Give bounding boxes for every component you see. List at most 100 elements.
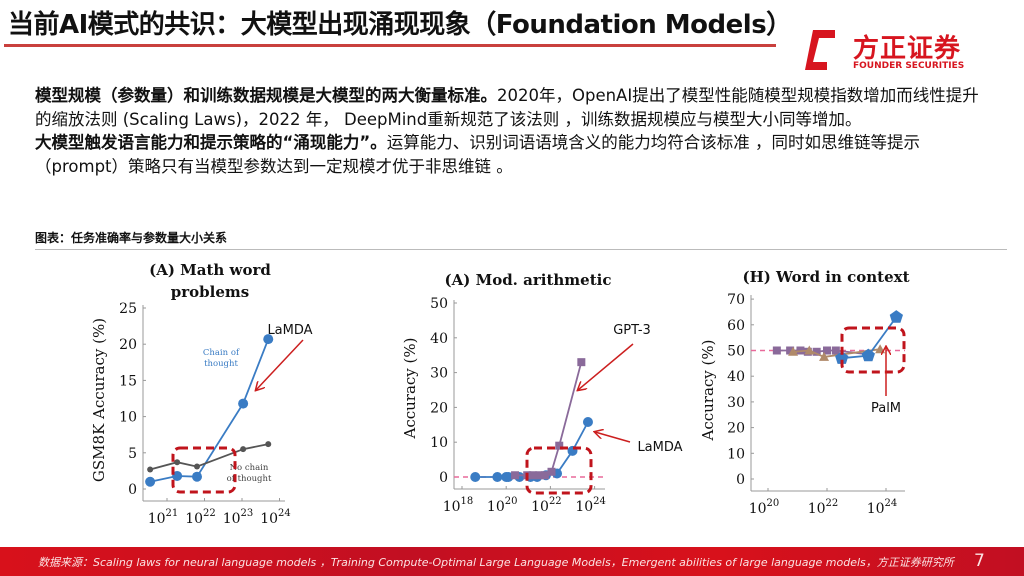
data-point-triangle (804, 345, 815, 355)
x-tick-base: 10 (260, 511, 278, 527)
annotation-label: LaMDA (267, 323, 312, 338)
data-point-pentagon (889, 310, 903, 323)
founder-securities-logo: 方正证券 FOUNDER SECURITIES (805, 28, 980, 74)
data-point-square (812, 347, 821, 356)
data-point-circle (503, 472, 514, 482)
data-point-square (772, 346, 781, 355)
y-tick-label: 30 (727, 395, 745, 411)
data-point-pentagon (861, 348, 875, 362)
data-point-square (823, 346, 831, 355)
x-tick-label: 1022 (531, 496, 562, 515)
x-tick-base: 10 (749, 501, 767, 517)
data-point-circle (492, 472, 503, 482)
x-tick-label: 1024 (260, 508, 291, 527)
y-tick-label: 0 (736, 472, 745, 488)
series-unnamed-2 (788, 344, 886, 361)
paragraph-scaling-lead: 模型规模（参数量）和训练数据规模是大模型的两大衡量标准。 (35, 86, 497, 105)
data-point-circle (192, 471, 202, 482)
data-point-square (535, 471, 544, 480)
x-tick-label: 1022 (185, 508, 216, 527)
x-tick-base: 10 (148, 511, 166, 527)
y-tick-label: 10 (727, 446, 745, 462)
y-tick-label: 20 (119, 337, 137, 353)
x-tick-base: 10 (487, 499, 505, 515)
data-point-circle (145, 476, 156, 487)
x-tick-base: 10 (867, 501, 885, 517)
x-tick-base: 10 (443, 499, 461, 515)
x-tick-label: 1023 (223, 508, 254, 527)
x-tick-exponent: 22 (203, 508, 216, 519)
data-point-square (540, 471, 549, 480)
data-point-dot (174, 459, 181, 466)
footer-bar: 数据来源：Scaling laws for neural language mo… (0, 547, 1024, 576)
x-tick-exponent: 22 (549, 496, 562, 507)
logo-text-en: FOUNDER SECURITIES (853, 61, 965, 71)
annotation-label: LaMDA (637, 440, 682, 455)
x-tick-label: 1020 (487, 496, 518, 515)
x-tick-exponent: 23 (241, 508, 254, 519)
y-tick-label: 10 (119, 410, 137, 426)
x-tick-exponent: 21 (166, 508, 179, 519)
y-tick-label: 30 (430, 366, 448, 382)
y-tick-label: 60 (727, 318, 745, 334)
annotation-label: GPT-3 (613, 323, 651, 338)
x-tick-exponent: 20 (767, 498, 780, 509)
annotation-arrow (578, 343, 634, 390)
y-tick-label: 40 (727, 369, 745, 385)
highlight-box (840, 326, 906, 374)
y-tick-label: 5 (128, 446, 137, 462)
y-tick-label: 70 (727, 292, 745, 308)
y-tick-label: 0 (439, 470, 448, 486)
series-gpt-3 (511, 358, 586, 480)
data-point-square (547, 467, 556, 476)
x-tick-exponent: 24 (885, 498, 898, 509)
data-point-circle (470, 472, 481, 482)
chart-title: problems (171, 283, 249, 301)
y-tick-label: 10 (430, 435, 448, 451)
data-point-circle (238, 398, 249, 409)
data-point-pentagon (835, 351, 849, 364)
series-line (793, 348, 881, 358)
x-tick-label: 1018 (443, 496, 474, 515)
x-tick-exponent: 24 (593, 496, 606, 507)
series-label: No chain (230, 463, 269, 473)
chart-title: (A) Math word (149, 261, 271, 279)
y-tick-label: 50 (727, 344, 745, 360)
paragraph-emergence-text: 运算能力、识别词语语境含义的能力均符合该标准 ，同时如思维链等提示（prompt… (35, 133, 920, 176)
x-tick-base: 10 (223, 511, 241, 527)
data-point-dot (240, 446, 247, 453)
annotation-arrow (256, 339, 304, 390)
paragraph-scaling-text: 2020年，OpenAI提出了模型性能随模型规模指数增加而线性提升的缩放法则 (… (35, 86, 979, 129)
series-palm (835, 310, 903, 364)
data-point-square (831, 346, 840, 355)
x-tick-base: 10 (808, 501, 826, 517)
x-tick-label: 1024 (575, 496, 606, 515)
y-axis-label: Accuracy (%) (699, 339, 717, 441)
data-point-square (577, 358, 586, 367)
data-point-dot (194, 463, 200, 470)
y-tick-label: 40 (430, 331, 448, 347)
paragraph-emergence: 大模型触发语言能力和提示策略的“涌现能力”。运算能力、识别词语语境含义的能力均符… (35, 131, 995, 178)
data-point-dot (265, 441, 272, 448)
x-tick-base: 10 (185, 511, 203, 527)
y-tick-label: 25 (119, 301, 137, 317)
chart-title: (A) Mod. arithmetic (445, 271, 612, 289)
annotation-arrow (595, 432, 631, 443)
logo-mark-icon (805, 30, 835, 70)
x-tick-label: 1024 (867, 498, 898, 517)
series-label: Chain of (203, 348, 240, 358)
data-point-dot (147, 466, 154, 473)
x-tick-label: 1020 (749, 498, 780, 517)
body-text: 模型规模（参数量）和训练数据规模是大模型的两大衡量标准。2020年，OpenAI… (35, 84, 995, 178)
x-tick-exponent: 18 (461, 496, 474, 507)
data-point-square (528, 471, 537, 480)
paragraph-scaling: 模型规模（参数量）和训练数据规模是大模型的两大衡量标准。2020年，OpenAI… (35, 84, 995, 131)
y-tick-label: 15 (119, 373, 137, 389)
y-tick-label: 20 (727, 421, 745, 437)
series-line (515, 361, 583, 477)
